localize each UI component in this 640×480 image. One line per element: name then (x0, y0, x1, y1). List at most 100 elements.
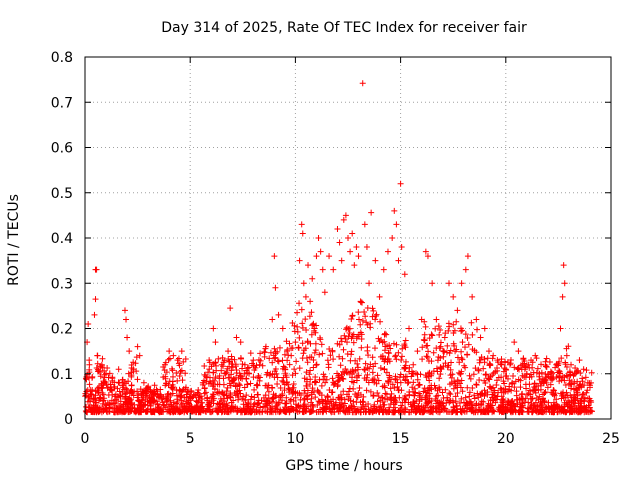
data-point (201, 371, 208, 378)
data-point (174, 377, 181, 384)
data-point (118, 407, 125, 414)
data-point (240, 393, 247, 400)
data-point (457, 405, 464, 412)
data-point (424, 398, 431, 405)
data-point (372, 257, 379, 264)
data-point (526, 387, 533, 394)
data-point (361, 366, 368, 373)
data-point (419, 344, 426, 351)
data-point (109, 375, 116, 382)
data-point (475, 366, 482, 373)
data-point (370, 307, 377, 314)
data-point (254, 374, 261, 381)
data-point (336, 353, 343, 360)
data-point (363, 319, 370, 326)
data-point (371, 379, 378, 386)
data-point (356, 385, 363, 392)
data-point (92, 296, 99, 303)
data-point (93, 266, 100, 273)
data-point (301, 409, 308, 416)
data-point (85, 320, 92, 327)
data-point (588, 369, 595, 376)
data-point (250, 357, 257, 364)
data-point (406, 389, 413, 396)
data-point (445, 327, 452, 334)
data-point (165, 408, 172, 415)
data-point (358, 344, 365, 351)
data-point (542, 371, 549, 378)
data-point (538, 361, 545, 368)
data-point (365, 352, 372, 359)
data-point (263, 400, 270, 407)
data-point (553, 361, 560, 368)
data-point (545, 405, 552, 412)
data-point (523, 370, 530, 377)
data-point (307, 367, 314, 374)
data-point (498, 361, 505, 368)
data-point (323, 408, 330, 415)
data-point (120, 403, 127, 410)
data-point (353, 244, 360, 251)
data-point (463, 400, 470, 407)
data-point (376, 293, 383, 300)
data-point (362, 313, 369, 320)
data-point (129, 404, 136, 411)
data-point (411, 385, 418, 392)
data-point (128, 396, 134, 403)
data-point (372, 316, 379, 323)
data-point (437, 343, 444, 350)
data-point (256, 361, 263, 368)
data-point (161, 367, 168, 374)
data-point (293, 358, 300, 365)
data-point (136, 352, 143, 359)
data-point (466, 389, 473, 396)
data-point (384, 248, 391, 255)
data-point (524, 405, 531, 412)
data-point (162, 373, 169, 380)
data-point (539, 404, 546, 411)
data-point (469, 293, 476, 300)
data-point (336, 377, 343, 384)
data-point (272, 365, 279, 372)
data-point (363, 244, 370, 251)
data-point (140, 379, 147, 386)
data-point (462, 364, 469, 371)
data-point (348, 348, 355, 355)
data-point (422, 394, 429, 401)
data-point (559, 406, 566, 413)
data-point (359, 80, 366, 87)
data-point (182, 356, 189, 363)
data-point (208, 398, 215, 405)
data-point (119, 384, 126, 391)
data-point (436, 386, 443, 393)
data-point (239, 375, 246, 382)
data-point (234, 405, 241, 412)
data-point (137, 404, 144, 411)
data-point (464, 384, 471, 391)
data-point (94, 352, 101, 359)
data-point (224, 384, 231, 391)
data-point (306, 313, 313, 320)
data-point (476, 377, 483, 384)
data-point (299, 324, 306, 331)
data-point (205, 380, 212, 387)
data-point (134, 376, 141, 383)
data-point (247, 350, 254, 357)
data-point (254, 399, 261, 406)
data-point (377, 318, 384, 325)
data-point (267, 349, 274, 356)
data-point (402, 406, 409, 413)
data-point (330, 266, 337, 273)
data-point (284, 357, 291, 364)
data-point (450, 403, 457, 410)
data-point (98, 361, 105, 368)
data-point (309, 385, 316, 392)
data-point (580, 391, 587, 398)
data-point (94, 366, 101, 373)
data-point (354, 360, 361, 367)
data-point (458, 395, 465, 402)
y-tick-label: 0 (64, 412, 73, 428)
data-point (92, 402, 99, 409)
data-point (390, 340, 397, 347)
